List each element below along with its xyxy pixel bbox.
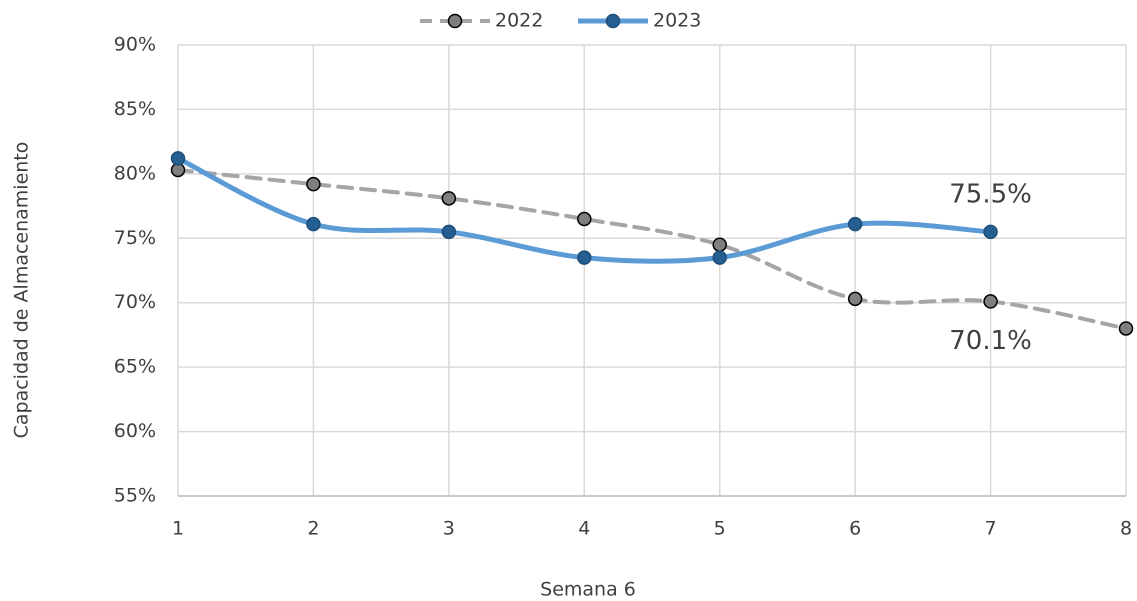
- y-tick-label: 55%: [114, 485, 156, 507]
- y-tick-label: 60%: [114, 420, 156, 442]
- marker: [577, 211, 592, 227]
- marker: [306, 176, 321, 192]
- marker: [983, 294, 998, 309]
- marker: [441, 224, 457, 240]
- y-tick-label: 80%: [114, 162, 156, 184]
- x-tick-label: 2: [307, 518, 319, 540]
- y-tick-label: 75%: [114, 227, 156, 249]
- x-axis-label: Semana 6: [540, 579, 636, 601]
- y-tick-label: 85%: [114, 98, 156, 120]
- legend-label: 2022: [495, 10, 543, 32]
- marker: [712, 250, 727, 265]
- marker: [983, 224, 998, 240]
- x-tick-label: 8: [1120, 518, 1132, 540]
- x-tick-label: 6: [849, 518, 861, 540]
- data-label: 75.5%: [949, 179, 1032, 209]
- x-tick-label: 1: [172, 518, 184, 540]
- marker: [306, 216, 321, 232]
- marker: [441, 191, 457, 206]
- data-label: 70.1%: [949, 326, 1032, 356]
- x-tick-label: 5: [714, 518, 726, 540]
- marker: [847, 216, 863, 232]
- marker: [577, 250, 592, 265]
- marker: [847, 291, 863, 307]
- y-tick-label: 65%: [114, 356, 156, 378]
- x-tick-label: 7: [985, 518, 997, 540]
- legend-marker: [447, 13, 463, 29]
- marker: [712, 237, 727, 252]
- y-tick-label: 90%: [114, 34, 156, 56]
- marker: [1118, 321, 1134, 336]
- y-axis-label: Capacidad de Almacenamiento: [11, 142, 33, 439]
- x-tick-label: 3: [443, 518, 455, 540]
- y-tick-label: 70%: [114, 291, 156, 313]
- series-line: [176, 167, 1128, 331]
- x-tick-label: 4: [578, 518, 590, 540]
- marker: [170, 151, 186, 166]
- legend-label: 2023: [653, 10, 701, 32]
- legend-marker: [605, 13, 621, 29]
